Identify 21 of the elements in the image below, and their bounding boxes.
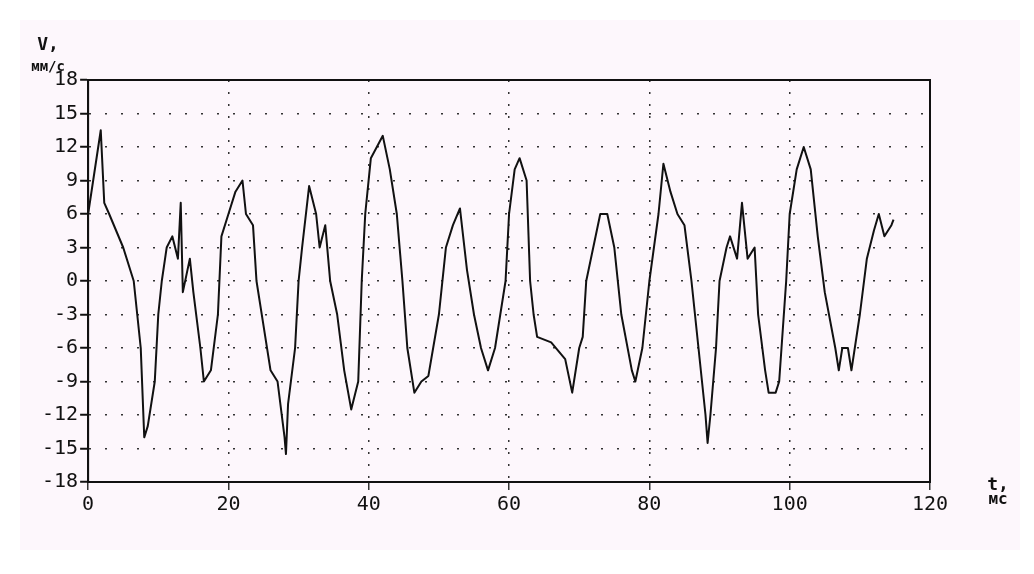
y-tick-label: 6 bbox=[66, 200, 79, 225]
x-tick-label: 60 bbox=[497, 491, 522, 516]
y-tick-label: 0 bbox=[66, 267, 79, 292]
y-tick-label: -18 bbox=[42, 468, 79, 493]
x-tick-label: 80 bbox=[637, 491, 662, 516]
y-axis-title: V, мм/с bbox=[31, 32, 65, 74]
y-tick-label: 3 bbox=[66, 233, 79, 258]
x-tick-label: 40 bbox=[356, 491, 381, 516]
x-axis-title: t, мс bbox=[987, 472, 1009, 509]
y-tick-label: -15 bbox=[42, 434, 79, 459]
y-tick-label: 12 bbox=[54, 133, 79, 158]
x-tick-label: 120 bbox=[911, 491, 949, 516]
x-tick-label: 0 bbox=[82, 491, 95, 516]
x-tick-label: 100 bbox=[771, 491, 808, 516]
y-tick-label: 15 bbox=[54, 99, 79, 124]
y-tick-label: -6 bbox=[54, 334, 79, 359]
y-tick-label: -12 bbox=[42, 401, 79, 426]
x-tick-label: 20 bbox=[216, 491, 241, 516]
y-tick-label: -3 bbox=[54, 300, 79, 325]
y-tick-label: 9 bbox=[66, 166, 79, 191]
y-tick-label: -9 bbox=[54, 367, 79, 392]
